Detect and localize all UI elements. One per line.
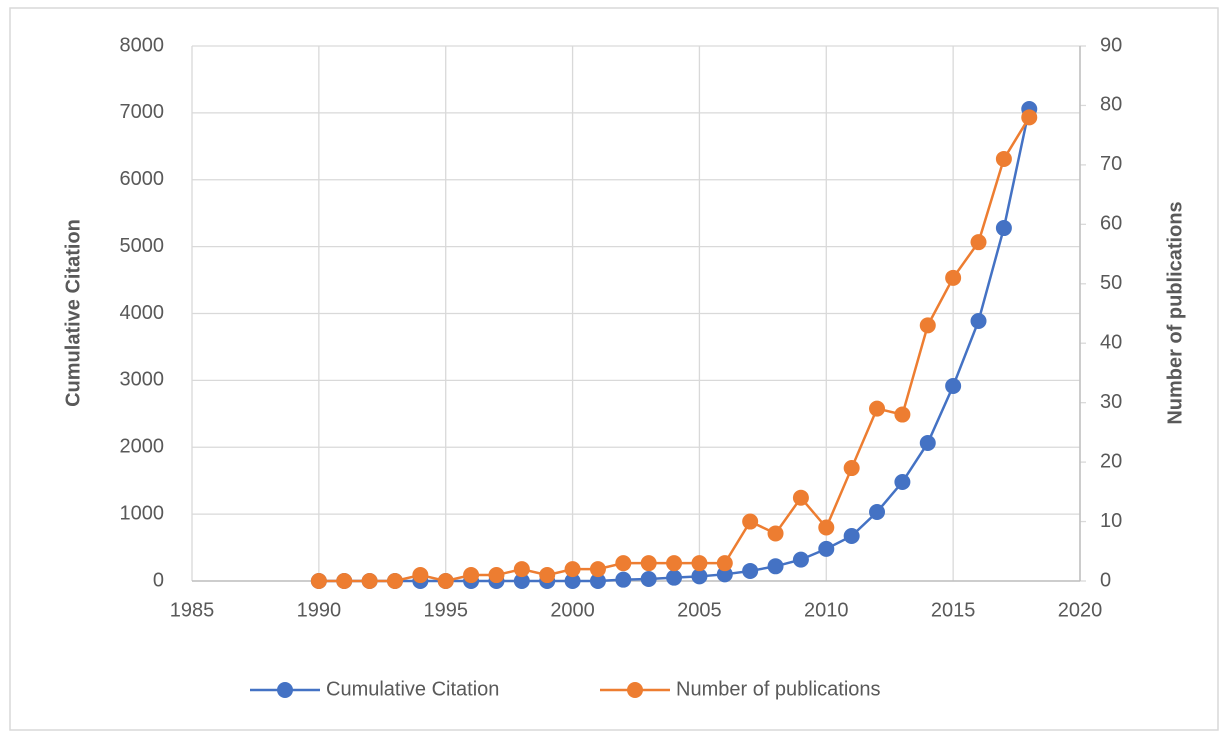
marker xyxy=(463,567,480,584)
y-tick-label: 6000 xyxy=(120,168,165,190)
marker xyxy=(995,150,1012,167)
y2-tick-label: 80 xyxy=(1100,94,1122,116)
y2-tick-label: 60 xyxy=(1100,213,1122,235)
marker xyxy=(894,406,911,423)
marker xyxy=(792,489,809,506)
legend-label: Number of publications xyxy=(676,678,881,700)
marker xyxy=(792,551,809,568)
legend-marker xyxy=(277,682,293,698)
marker xyxy=(818,519,835,536)
y-tick-label: 4000 xyxy=(120,302,165,324)
y2-tick-label: 20 xyxy=(1100,450,1122,472)
marker xyxy=(716,555,733,572)
x-tick-label: 2020 xyxy=(1058,599,1103,621)
marker xyxy=(970,312,987,329)
marker xyxy=(513,561,530,578)
marker xyxy=(843,527,860,544)
marker xyxy=(742,562,759,579)
legend-label: Cumulative Citation xyxy=(326,678,499,700)
marker xyxy=(995,220,1012,237)
marker xyxy=(589,573,606,589)
y2-tick-label: 50 xyxy=(1100,272,1122,294)
marker xyxy=(615,571,632,588)
marker xyxy=(869,503,886,520)
marker xyxy=(615,555,632,572)
y-tick-label: 8000 xyxy=(120,34,165,56)
series-line xyxy=(318,116,1031,583)
y2-tick-label: 40 xyxy=(1100,332,1122,354)
y-tick-label: 3000 xyxy=(120,369,165,391)
marker xyxy=(1021,109,1038,126)
marker xyxy=(539,567,556,584)
marker xyxy=(945,377,962,394)
y2-tick-label: 90 xyxy=(1100,34,1122,56)
y-axis-title: Cumulative Citation xyxy=(62,219,84,407)
y2-tick-label: 70 xyxy=(1100,153,1122,175)
y-tick-label: 1000 xyxy=(120,502,165,524)
x-tick-label: 1995 xyxy=(423,599,468,621)
marker xyxy=(869,400,886,417)
y2-tick-label: 30 xyxy=(1100,391,1122,413)
marker xyxy=(716,566,733,583)
marker xyxy=(488,567,505,584)
marker xyxy=(919,317,936,334)
chart-border xyxy=(9,7,1219,731)
marker xyxy=(843,460,860,477)
marker xyxy=(945,269,962,286)
marker xyxy=(742,513,759,530)
marker xyxy=(691,568,708,585)
y-tick-label: 7000 xyxy=(120,101,165,123)
legend-marker xyxy=(627,682,643,698)
y2-tick-label: 10 xyxy=(1100,510,1122,532)
marker xyxy=(437,573,454,589)
marker xyxy=(589,561,606,578)
marker xyxy=(336,573,353,589)
marker xyxy=(386,573,403,589)
marker xyxy=(564,561,581,578)
y-tick-label: 0 xyxy=(153,569,164,591)
x-tick-label: 2010 xyxy=(804,599,849,621)
marker xyxy=(767,525,784,542)
marker xyxy=(564,573,581,589)
x-tick-label: 2015 xyxy=(931,599,976,621)
marker xyxy=(666,569,683,586)
marker xyxy=(691,555,708,572)
x-tick-label: 1985 xyxy=(170,599,215,621)
marker xyxy=(970,234,987,251)
marker xyxy=(818,540,835,557)
x-tick-label: 1990 xyxy=(297,599,342,621)
marker xyxy=(640,555,657,572)
marker xyxy=(894,474,911,491)
marker xyxy=(919,434,936,451)
x-tick-label: 2005 xyxy=(677,599,722,621)
marker xyxy=(640,570,657,587)
y-tick-label: 2000 xyxy=(120,436,165,458)
marker xyxy=(666,555,683,572)
marker xyxy=(310,573,327,589)
marker xyxy=(412,567,429,584)
x-tick-label: 2000 xyxy=(550,599,595,621)
marker xyxy=(513,573,530,589)
marker xyxy=(767,558,784,575)
marker xyxy=(361,573,378,589)
y-tick-label: 5000 xyxy=(120,235,165,257)
y2-axis-title: Number of publications xyxy=(1164,201,1186,424)
y2-tick-label: 0 xyxy=(1100,569,1111,591)
